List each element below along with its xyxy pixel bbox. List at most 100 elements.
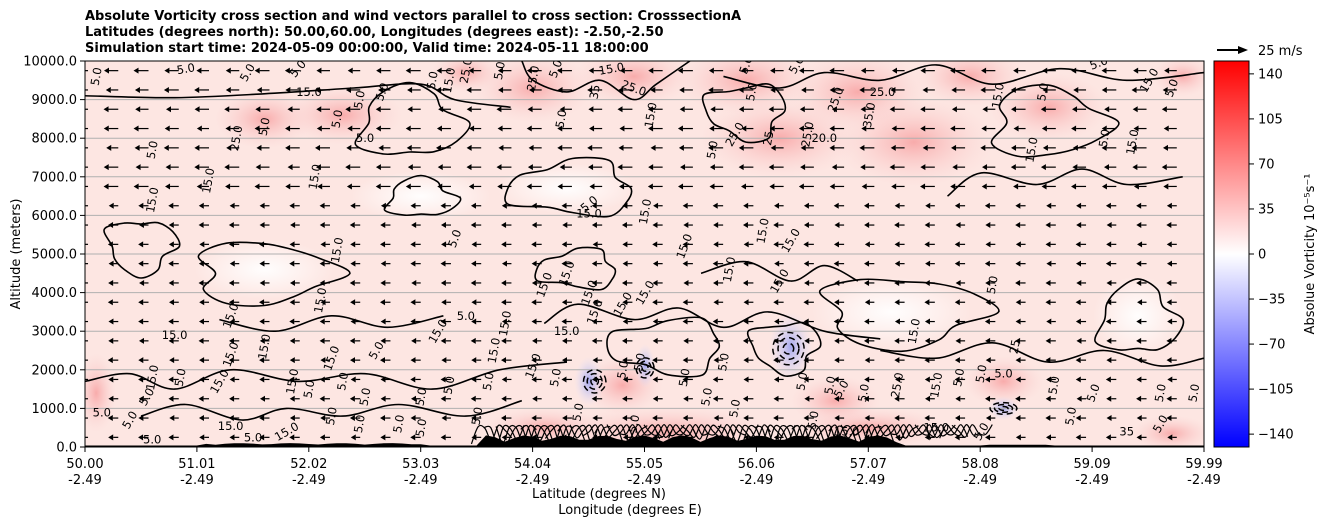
wind-vector — [859, 86, 875, 93]
wind-vector — [591, 337, 603, 344]
wind-vector — [1045, 299, 1056, 306]
wind-vector — [803, 434, 814, 441]
wind-vector — [104, 67, 119, 74]
wind-vector — [559, 106, 572, 113]
wind-vector — [259, 415, 270, 422]
wind-vector — [894, 337, 905, 344]
contour-value-label: 5.0 — [625, 414, 642, 434]
wind-vector — [1015, 395, 1026, 402]
contour-value-label: 5.0 — [546, 58, 565, 80]
contour-value-label: 15.0 — [218, 419, 244, 433]
wind-vector — [198, 222, 209, 229]
wind-vector — [829, 86, 845, 93]
wind-vector-head-icon — [621, 222, 627, 229]
wind-vector-head-icon — [1166, 415, 1172, 422]
wind-vector-head-icon — [712, 202, 718, 209]
wind-vector — [743, 415, 754, 422]
wind-vector-head-icon — [410, 318, 416, 325]
contour-line — [990, 84, 1120, 158]
wind-vector-head-icon — [1075, 434, 1081, 441]
wind-vector-head-icon — [798, 183, 804, 190]
wind-vector — [738, 164, 754, 171]
wind-vector-head-icon — [864, 434, 870, 441]
wind-vector-head-icon — [229, 434, 235, 441]
low-vorticity-region — [811, 276, 972, 347]
wind-vector-head-icon — [108, 318, 114, 325]
wind-vector-head-icon — [254, 183, 260, 190]
wind-vector — [380, 395, 391, 402]
wind-vector-head-icon — [1015, 202, 1021, 209]
wind-vector-head-icon — [1136, 395, 1142, 402]
wind-vector — [168, 318, 179, 325]
wind-vector — [562, 415, 572, 422]
negative-contour-line — [777, 337, 800, 361]
wind-vector — [350, 376, 361, 383]
wind-vector — [834, 279, 845, 286]
wind-vector — [287, 164, 300, 171]
wind-vector — [531, 318, 542, 325]
wind-vector-head-icon — [741, 125, 747, 132]
wind-vector-head-icon — [1101, 144, 1107, 151]
wind-vector — [619, 183, 633, 190]
wind-vector-head-icon — [984, 202, 990, 209]
wind-vector-head-icon — [194, 164, 200, 171]
wind-vector — [774, 202, 784, 209]
wind-vector-head-icon — [259, 299, 265, 306]
wind-vector — [531, 202, 542, 209]
wind-vector-head-icon — [1106, 222, 1112, 229]
wind-vector — [410, 299, 421, 306]
wind-vector-head-icon — [319, 318, 325, 325]
wind-vector — [165, 164, 179, 171]
wind-vector-head-icon — [380, 376, 386, 383]
wind-vector — [471, 415, 482, 422]
wind-vector — [138, 376, 149, 383]
wind-vector-head-icon — [254, 125, 260, 132]
contour-line — [383, 174, 462, 217]
x-tick-label-lat: 58.08 — [962, 457, 999, 472]
negative-contour-line — [989, 401, 1018, 415]
wind-vector — [652, 260, 663, 267]
wind-vector — [803, 202, 814, 209]
contour-line — [723, 64, 1204, 89]
wind-vector — [619, 125, 633, 132]
wind-vector — [981, 183, 996, 190]
wind-vector — [592, 241, 603, 248]
wind-vector-head-icon — [316, 106, 322, 113]
wind-vector-head-icon — [774, 318, 780, 325]
wind-vector — [769, 125, 784, 132]
wind-vector — [622, 299, 633, 306]
wind-vector-head-icon — [138, 299, 144, 306]
wind-vector — [864, 376, 875, 383]
wind-vector-head-icon — [284, 67, 290, 74]
wind-vector — [713, 415, 724, 422]
wind-vector-head-icon — [1075, 376, 1081, 383]
wind-vector-head-icon — [531, 318, 537, 325]
wind-vector-head-icon — [1166, 241, 1172, 248]
quiver-key: 25 m/s — [1217, 44, 1303, 59]
wind-vector-head-icon — [501, 260, 507, 267]
wind-vector-head-icon — [743, 415, 749, 422]
wind-vector — [496, 106, 512, 113]
wind-vector-head-icon — [559, 106, 565, 113]
wind-vector-head-icon — [980, 144, 986, 151]
wind-vector — [683, 279, 693, 286]
wind-vector-head-icon — [985, 222, 991, 229]
wind-vector-head-icon — [471, 299, 477, 306]
wind-vector — [561, 202, 572, 209]
wind-vector — [588, 67, 603, 74]
wind-vector — [860, 67, 875, 74]
wind-vector — [954, 376, 966, 383]
contour-value-label: 5.0 — [351, 414, 368, 434]
wind-vector-head-icon — [1015, 222, 1021, 229]
wind-vector-head-icon — [773, 415, 779, 422]
wind-vector-head-icon — [803, 202, 809, 209]
contour-value-label: 15.0 — [485, 337, 503, 365]
wind-vector — [864, 299, 875, 306]
wind-vector-head-icon — [652, 260, 658, 267]
wind-vector — [708, 86, 724, 93]
wind-vector — [85, 89, 89, 91]
wind-vector — [470, 202, 482, 209]
wind-vector — [133, 125, 149, 132]
wind-vector — [1132, 164, 1147, 171]
wind-vector — [682, 260, 693, 267]
